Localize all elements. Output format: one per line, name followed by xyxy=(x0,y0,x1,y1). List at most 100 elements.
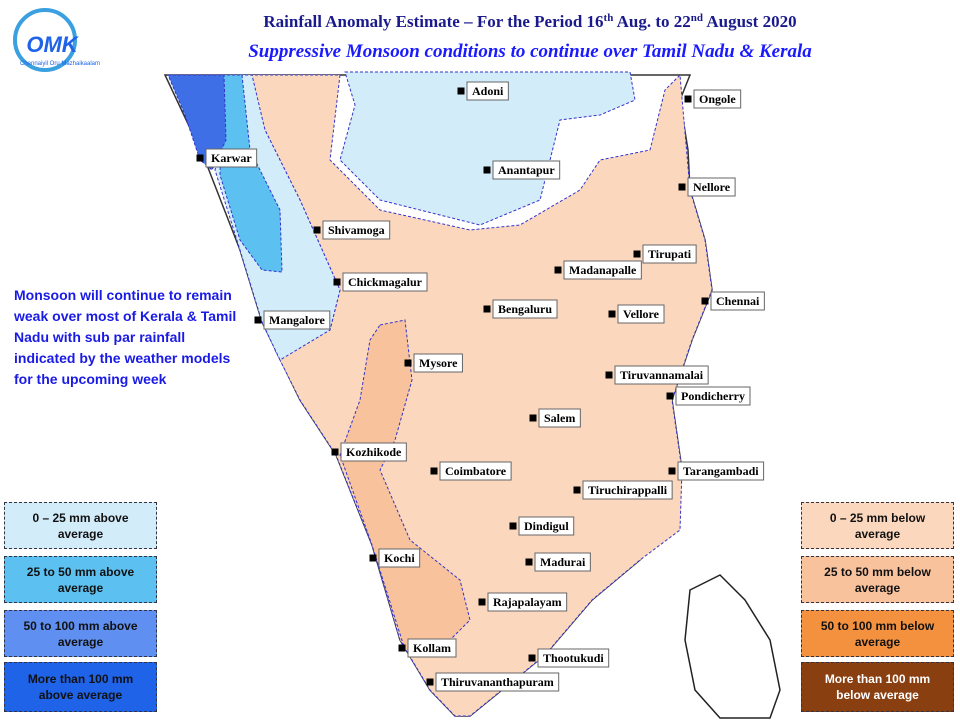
city-label: Nellore xyxy=(693,180,731,194)
city-label: Adoni xyxy=(472,84,504,98)
city: Rajapalayam xyxy=(478,592,568,612)
city-marker xyxy=(254,316,262,324)
city-marker xyxy=(483,305,491,313)
city: Thiruvananthapuram xyxy=(426,672,560,692)
city-marker xyxy=(509,522,517,530)
city: Tiruchirappalli xyxy=(573,480,673,500)
city-label: Tirupati xyxy=(648,247,692,261)
city-label-box xyxy=(342,272,428,292)
city-label: Tiruchirappalli xyxy=(588,483,668,497)
city-marker xyxy=(666,392,674,400)
city: Madanapalle xyxy=(554,260,642,280)
city-marker xyxy=(608,310,616,318)
cities: Adoni Ongole Karwar Anantapur Nellore Shivamo… xyxy=(196,81,765,692)
city-label-box xyxy=(710,291,765,311)
logo: OMK Chennaiyil Oru Mazhaikaalam xyxy=(13,8,100,72)
city-label-box xyxy=(582,480,673,500)
city-label: Chennai xyxy=(716,294,760,308)
city-label-box xyxy=(407,638,457,658)
city-marker xyxy=(573,486,581,494)
city-marker xyxy=(333,278,341,286)
city-label: Karwar xyxy=(211,151,252,165)
city-label-box xyxy=(205,148,258,168)
city-label-box xyxy=(537,648,610,668)
city-marker xyxy=(457,87,465,95)
logo-tagline: Chennaiyil Oru Mazhaikaalam xyxy=(20,61,100,67)
city-marker xyxy=(605,371,613,379)
legend-item: More than 100 mm below average xyxy=(801,662,954,712)
city-label: Ongole xyxy=(699,92,736,106)
city-label-box xyxy=(466,81,509,101)
title-part: Rainfall Anomaly Estimate – For the Peri… xyxy=(263,12,603,31)
city: Karwar xyxy=(196,148,258,168)
city-label-box xyxy=(439,461,512,481)
city-marker xyxy=(483,166,491,174)
city: Mangalore xyxy=(254,310,331,330)
title: Rainfall Anomaly Estimate – For the Peri… xyxy=(263,12,796,31)
city-marker xyxy=(478,598,486,606)
city-label-box xyxy=(378,548,421,568)
city-label-box xyxy=(563,260,642,280)
city-label: Madanapalle xyxy=(569,263,637,277)
title-part: August 2020 xyxy=(703,12,797,31)
city-marker xyxy=(701,297,709,305)
city-label: Pondicherry xyxy=(681,389,745,403)
city-label-box xyxy=(642,244,697,264)
city-label-box xyxy=(263,310,331,330)
city-label: Mangalore xyxy=(269,313,325,327)
city-label-box xyxy=(340,442,407,462)
city-marker xyxy=(633,250,641,258)
city: Dindigul xyxy=(509,516,575,536)
city-marker xyxy=(369,554,377,562)
city-label: Salem xyxy=(544,411,575,425)
city-label-box xyxy=(322,220,391,240)
legend-item: 0 – 25 mm below average xyxy=(801,502,954,549)
city-marker xyxy=(529,414,537,422)
city-label-box xyxy=(534,552,591,572)
city-marker xyxy=(678,183,686,191)
city-label: Anantapur xyxy=(498,163,555,177)
city-marker xyxy=(331,448,339,456)
legend-item: 50 to 100 mm below average xyxy=(801,610,954,657)
city: Chickmagalur xyxy=(333,272,428,292)
city-label-box xyxy=(677,461,765,481)
city-label-box xyxy=(614,365,709,385)
legend-item: 50 to 100 mm above average xyxy=(4,610,157,657)
city-marker xyxy=(554,266,562,274)
city-label-box xyxy=(492,299,558,319)
city-marker xyxy=(528,654,536,662)
city: Pondicherry xyxy=(666,386,751,406)
city-label: Chickmagalur xyxy=(348,275,423,289)
region-above-50-100 xyxy=(167,74,227,171)
legend-item: 25 to 50 mm below average xyxy=(801,556,954,603)
city-label: Rajapalayam xyxy=(493,595,562,609)
city-marker xyxy=(426,678,434,686)
subtitle: Suppressive Monsoon conditions to contin… xyxy=(248,41,812,62)
title-sup: th xyxy=(604,12,614,24)
city: Bengaluru xyxy=(483,299,558,319)
city: Anantapur xyxy=(483,160,561,180)
city-label: Coimbatore xyxy=(445,464,507,478)
city: Tarangambadi xyxy=(668,461,765,481)
city-label: Shivamoga xyxy=(328,223,385,237)
city-label: Kozhikode xyxy=(346,445,402,459)
city-label: Bengaluru xyxy=(498,302,552,316)
region-above-25-50 xyxy=(219,74,283,273)
city-marker xyxy=(684,95,692,103)
sri-lanka xyxy=(684,574,781,719)
city: Tiruvannamalai xyxy=(605,365,709,385)
city-label: Kollam xyxy=(413,641,451,655)
city: Kochi xyxy=(369,548,421,568)
city-marker xyxy=(404,359,412,367)
city: Thootukudi xyxy=(528,648,610,668)
city-label-box xyxy=(675,386,751,406)
city-label: Tarangambadi xyxy=(683,464,759,478)
legend-item: 0 – 25 mm above average xyxy=(4,502,157,549)
city-label-box xyxy=(693,89,742,109)
city-marker xyxy=(398,644,406,652)
legend-item: 25 to 50 mm above average xyxy=(4,556,157,603)
city-label: Vellore xyxy=(623,307,660,321)
title-sup: nd xyxy=(691,12,703,24)
city-marker xyxy=(196,154,204,162)
